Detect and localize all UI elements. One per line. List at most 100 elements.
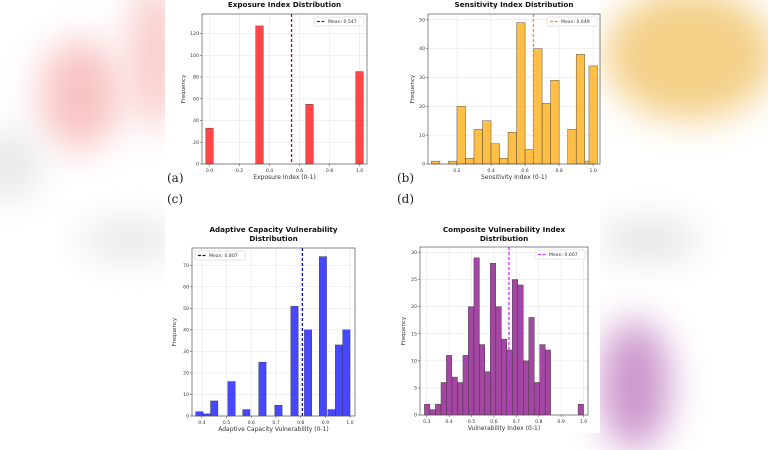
adaptive-xtick-label: 0.6: [248, 420, 255, 426]
sensitivity-ytick-label: 30: [419, 75, 425, 81]
adaptive-xtick-label: 0.5: [223, 420, 230, 426]
composite-chart: 0.3 0.4 0.5 0.6 0.7 0.8 0.9 1.0 0 5 10 15 20 25 30 Vuln…: [401, 225, 589, 432]
adaptive-xtick-label: 0.7: [272, 420, 279, 426]
composite-ytick-label: 5: [414, 386, 417, 392]
adaptive-xtick-label: 1.0: [346, 420, 353, 426]
adaptive-ytick-label: 30: [183, 349, 189, 355]
sensitivity-bar: [473, 129, 483, 165]
composite-bar: [457, 382, 464, 416]
adaptive-ytick-label: 10: [183, 392, 189, 398]
sensitivity-bar: [465, 158, 475, 165]
composite-xtick-label: 0.9: [557, 419, 564, 425]
adaptive-chart: 0.4 0.5 0.6 0.7 0.8 0.9 1.0 0 10 20 30 40 50 60 70 Adap…: [172, 225, 356, 433]
adaptive-ytick-label: 50: [183, 306, 189, 312]
composite-xlabel: Vulnerability Index (0-1): [468, 425, 540, 432]
exposure-ylabel: Frequency: [181, 74, 187, 103]
sensitivity-title: Sensitivity Index Distribution: [455, 0, 574, 9]
adaptive-bar: [274, 405, 283, 417]
sensitivity-legend-label: Mean: 0.649: [561, 19, 590, 25]
composite-bar: [528, 317, 535, 416]
exposure-xtick-label: 0.4: [266, 168, 273, 174]
adaptive-bar: [227, 381, 236, 417]
exposure-xtick-label: 0.2: [236, 168, 243, 174]
exposure-legend-label: Mean: 0.547: [328, 19, 357, 25]
composite-ytick-label: 30: [411, 250, 417, 256]
composite-xtick-label: 0.3: [423, 419, 430, 425]
composite-bar: [440, 382, 447, 416]
composite-bar: [533, 382, 540, 416]
figure-label-b: (b): [397, 171, 415, 185]
composite-title: Composite Vulnerability Index: [443, 225, 566, 234]
composite-xtick-label: 0.5: [468, 419, 475, 425]
composite-xtick-label: 0.4: [445, 419, 452, 425]
exposure-ytick-label: 120: [190, 31, 199, 37]
composite-bar: [435, 403, 442, 416]
sensitivity-ytick-label: 40: [419, 46, 425, 52]
sensitivity-legend: Mean: 0.649: [546, 16, 598, 27]
composite-bar: [490, 263, 496, 416]
sensitivity-bar: [550, 80, 560, 165]
adaptive-bar: [195, 411, 204, 417]
composite-legend-box: [534, 249, 586, 260]
sensitivity-bar: [567, 129, 577, 165]
sensitivity-bar: [507, 132, 517, 165]
adaptive-bar: [335, 344, 343, 417]
composite-xtick-label: 1.0: [580, 419, 587, 425]
sensitivity-bar: [456, 106, 466, 165]
composite-bar: [517, 284, 524, 416]
exposure-legend-box: [313, 16, 365, 27]
exposure-legend: Mean: 0.547: [313, 16, 365, 27]
figure-label-c: (c): [167, 192, 184, 206]
composite-legend: Mean: 0.667: [534, 249, 586, 260]
bg-blob-purple: [600, 320, 670, 450]
bg-blob-gray3: [600, 220, 700, 260]
adaptive-xtick-label: 0.9: [322, 420, 329, 426]
exposure-bar: [305, 104, 314, 165]
sensitivity-xtick-label: 0.2: [453, 168, 460, 174]
composite-bar: [484, 371, 491, 416]
adaptive-plot-frame: [191, 247, 356, 417]
composite-xtick-label: 0.7: [513, 419, 520, 425]
exposure-bar: [205, 127, 214, 165]
composite-ytick-label: 0: [414, 413, 417, 419]
sensitivity-xtick-label: 0.8: [555, 168, 562, 174]
adaptive-xtick-label: 0.4: [198, 420, 205, 426]
adaptive-legend-box: [194, 250, 246, 261]
composite-bar: [468, 306, 475, 416]
composite-ytick-label: 10: [411, 358, 417, 364]
adaptive-bar: [290, 305, 299, 417]
sensitivity-bar: [448, 160, 458, 165]
adaptive-xtick-label: 0.8: [297, 420, 304, 426]
sensitivity-chart: 0.2 0.4 0.6 0.8 1.0 0 10 20 30 40 50 Sensitivity In…: [410, 0, 601, 181]
composite-ylabel: Frequency: [401, 316, 407, 345]
sensitivity-bar: [482, 120, 492, 165]
sensitivity-bar: [499, 158, 509, 165]
exposure-bar: [355, 71, 364, 165]
adaptive-bar: [342, 329, 351, 417]
figure-label-d: (d): [397, 192, 415, 206]
sensitivity-xtick-label: 1.0: [590, 168, 597, 174]
composite-bar: [424, 403, 431, 416]
composite-bar: [523, 360, 529, 416]
sensitivity-bar: [533, 48, 543, 165]
exposure-chart: 0.0 0.2 0.4 0.6 0.8 1.0 0 20 40 60 80 100 120 Exposur…: [181, 0, 368, 181]
adaptive-ytick-label: 0: [186, 414, 189, 420]
figure-charts: 0.0 0.2 0.4 0.6 0.8 1.0020406080100120Exposur…: [172, 0, 601, 433]
composite-bar: [495, 306, 502, 416]
exposure-xlabel: Exposure Index (0-1): [253, 174, 316, 181]
adaptive-bar: [242, 409, 251, 417]
adaptive-legend-label: Mean: 0.807: [209, 253, 238, 259]
sensitivity-legend-box: [546, 16, 598, 27]
adaptive-title: Distribution: [249, 234, 297, 243]
sensitivity-xlabel: Sensitivity Index (0-1): [481, 174, 547, 181]
exposure-ytick-label: 60: [193, 96, 199, 102]
composite-bar: [473, 257, 480, 416]
sensitivity-ytick-label: 50: [419, 17, 425, 23]
composite-ytick-label: 20: [411, 304, 417, 310]
exposure-plot-frame: [201, 13, 368, 165]
sensitivity-bar: [516, 22, 526, 165]
bg-blob-gray2: [80, 220, 180, 260]
bg-blob-red: [40, 40, 120, 150]
adaptive-ylabel: Frequency: [172, 317, 178, 346]
sensitivity-bar: [575, 54, 585, 165]
